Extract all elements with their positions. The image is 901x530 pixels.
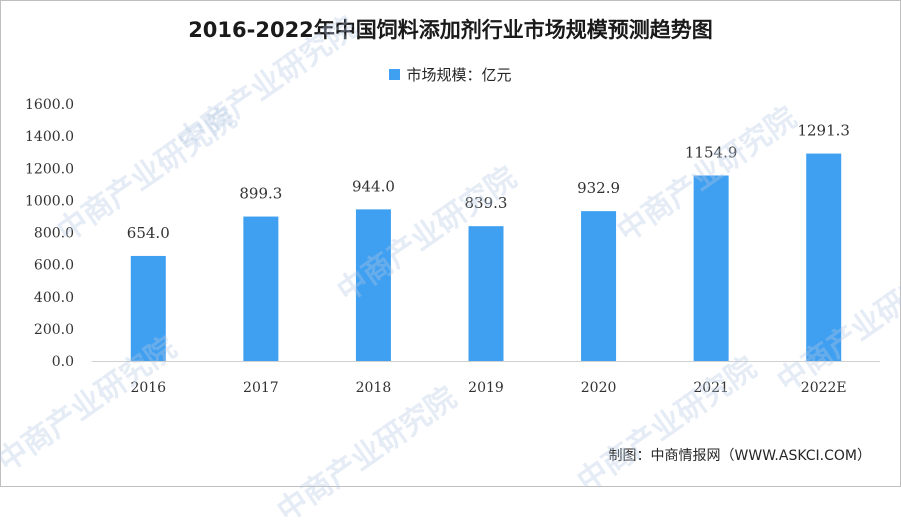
y-tick-label: 1000.0 [25,193,74,209]
x-tick-label: 2021 [693,380,729,396]
x-tick-label: 2018 [356,380,392,396]
x-tick-label: 2022E [801,380,847,396]
bar-value-label: 944.0 [352,177,395,195]
y-tick-label: 600.0 [34,258,74,274]
bar [806,153,842,361]
bar-value-label: 1291.3 [797,122,850,140]
legend-label: 市场规模：亿元 [406,66,512,84]
x-tick-label: 2016 [130,380,166,396]
chart-title: 2016-2022年中国饲料添加剂行业市场规模预测趋势图 [188,18,713,42]
y-tick-label: 1600.0 [25,97,74,113]
bar-value-label: 1154.9 [685,143,738,161]
legend-swatch [389,69,401,80]
y-tick-label: 1200.0 [25,161,74,177]
x-tick-label: 2019 [468,380,504,396]
source-note: 制图：中商情报网（WWW.ASKCI.COM） [608,448,871,464]
bar-value-label: 839.3 [465,194,508,212]
y-tick-label: 0.0 [52,354,74,370]
bar-chart: 0.0 200.0 400.0 600.0 800.0 1000.0 1200.0 1400.… [25,97,880,396]
bar [693,175,729,361]
y-tick-label: 400.0 [34,290,74,306]
x-tick-label: 2020 [581,380,617,396]
y-tick-label: 800.0 [34,226,74,242]
bar [468,226,504,361]
x-tick-label: 2017 [243,380,279,396]
bar [130,255,166,361]
bar [581,211,617,361]
bar-value-label: 899.3 [239,185,282,203]
bar [355,209,391,361]
chart-frame [0,0,901,487]
y-tick-label: 200.0 [34,322,74,338]
bar [243,216,279,361]
bar-value-label: 932.9 [577,179,620,197]
chart-legend: 市场规模：亿元 [0,64,901,85]
y-tick-label: 1400.0 [25,129,74,145]
bar-value-label: 654.0 [127,224,170,242]
